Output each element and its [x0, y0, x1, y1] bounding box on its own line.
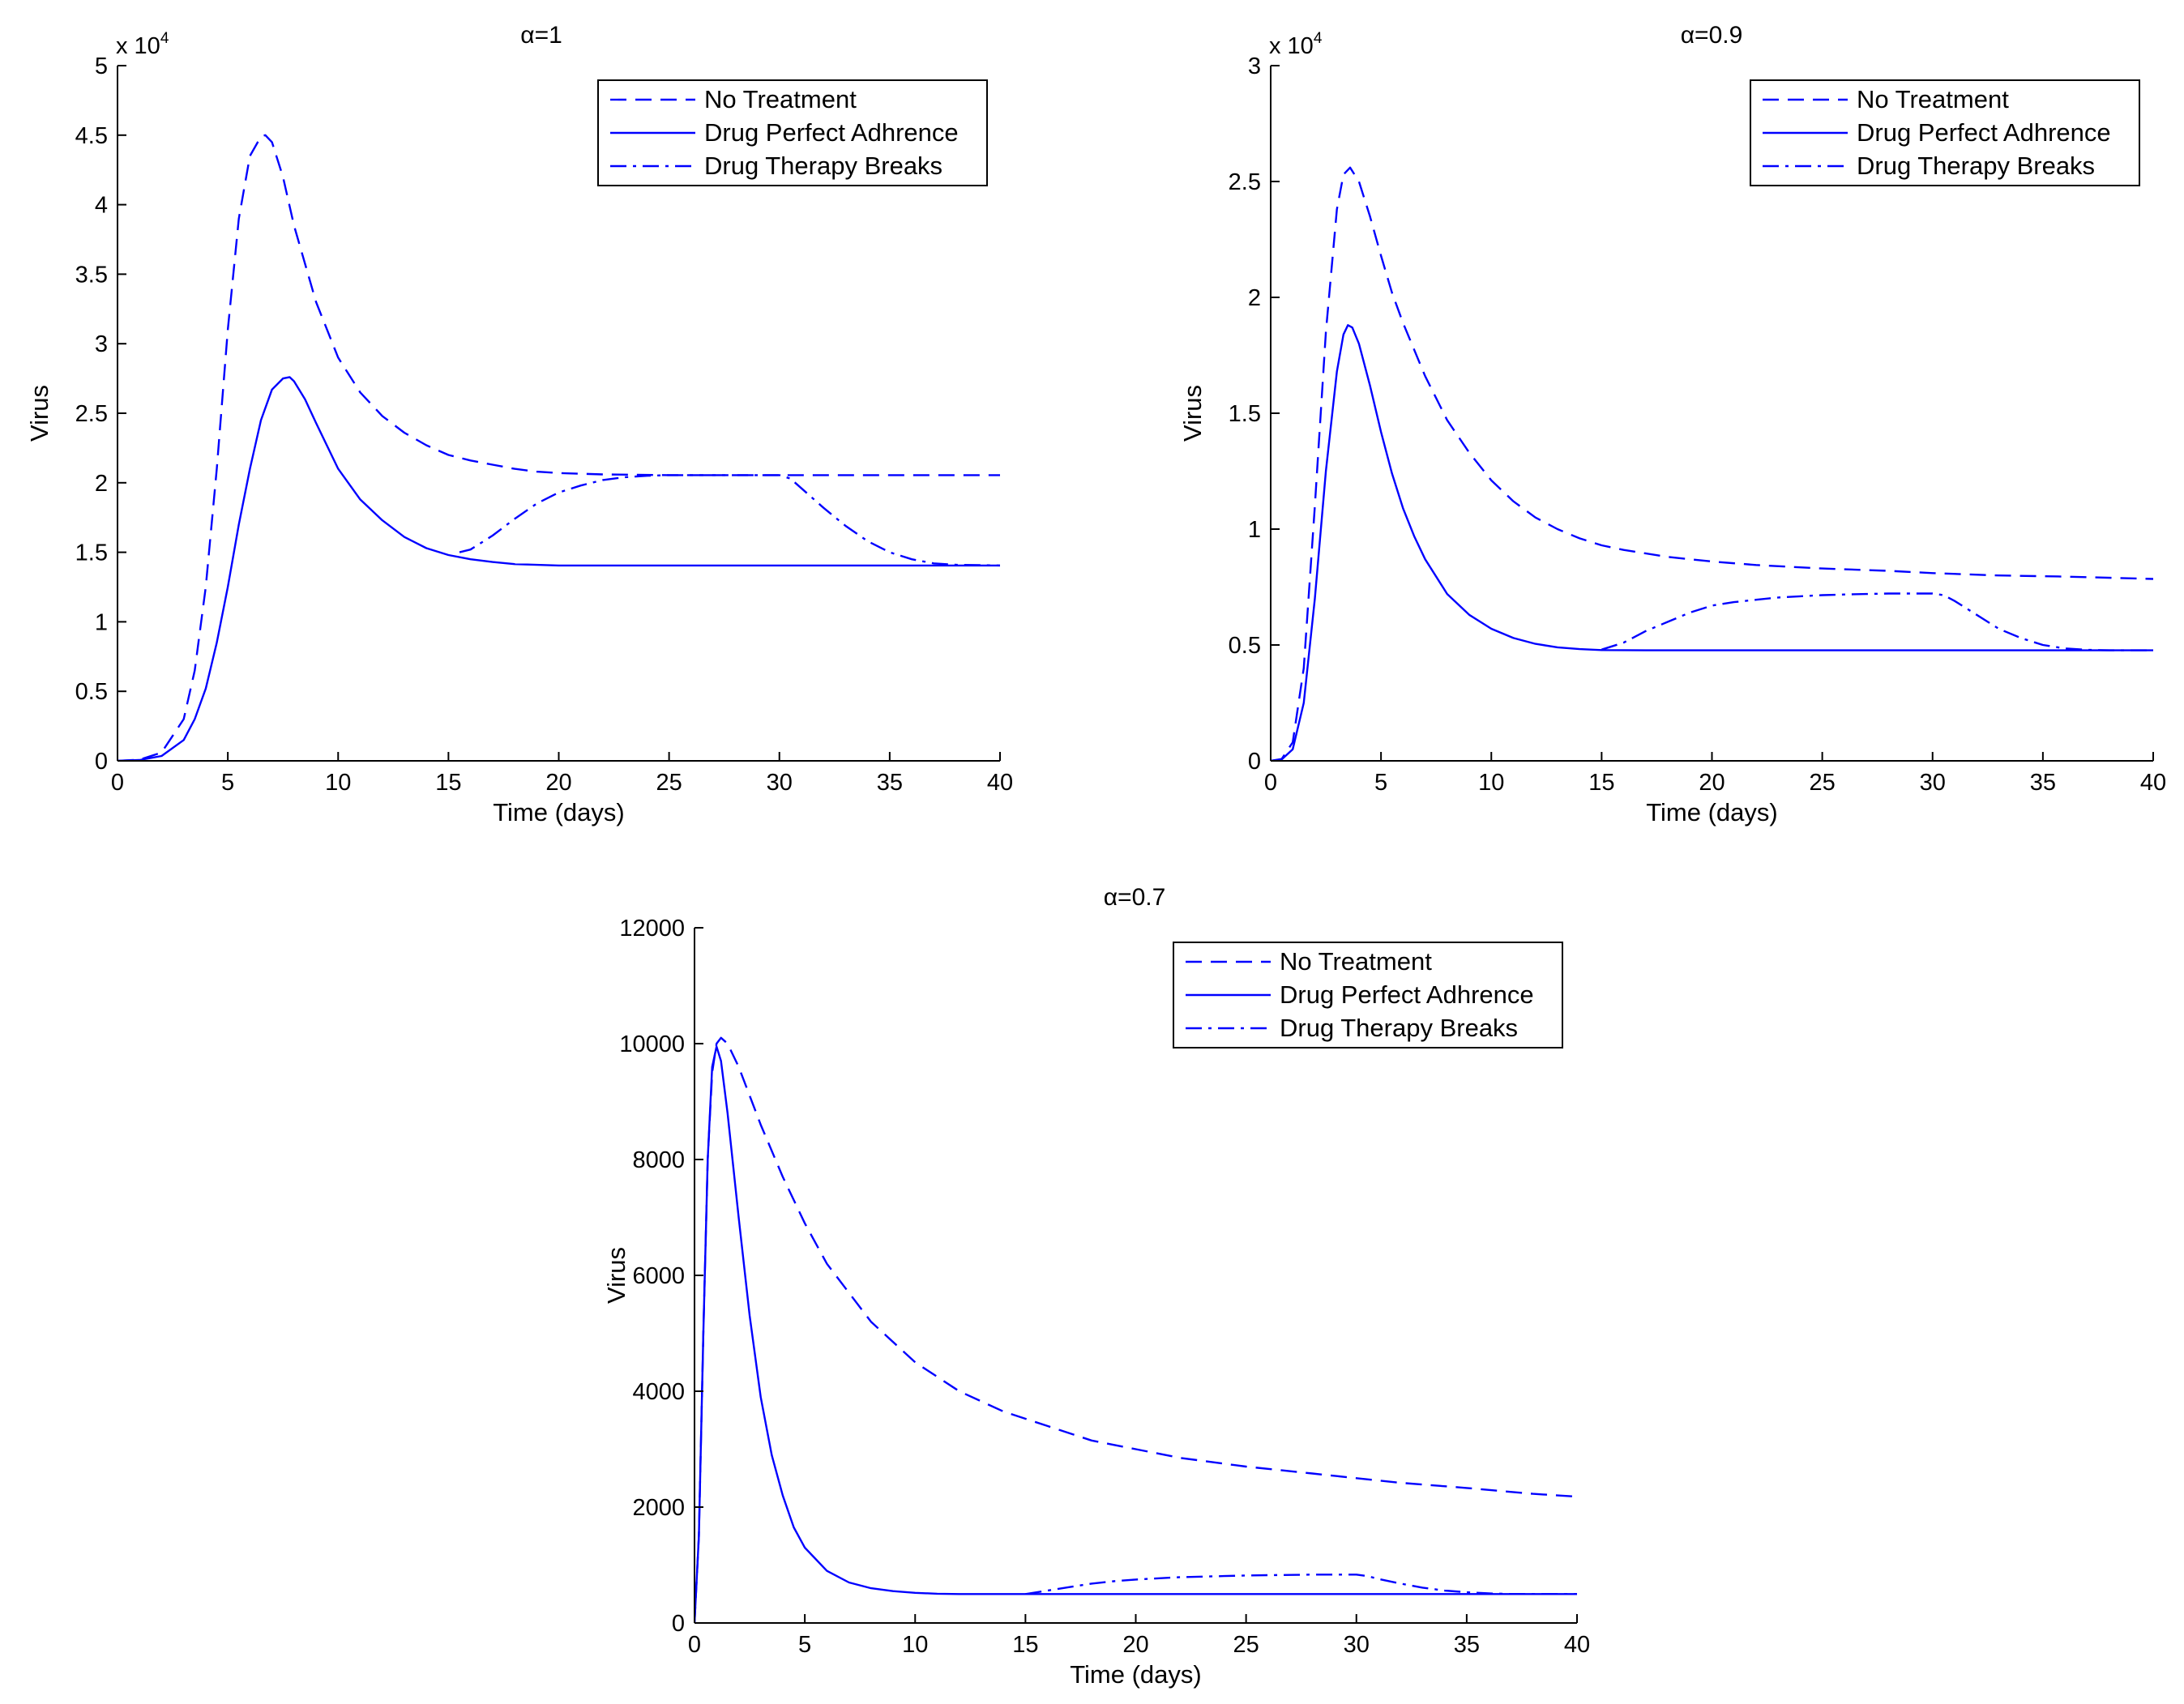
series-line-1: [118, 376, 1000, 761]
x-tick-label: 15: [435, 770, 461, 796]
y-tick-label: 2.5: [1229, 169, 1261, 195]
x-tick-label: 20: [1122, 1632, 1148, 1658]
x-tick-label: 15: [1012, 1632, 1038, 1658]
y-tick-label: 12000: [619, 916, 685, 942]
chart-title: α=1: [520, 22, 562, 49]
series-line-0: [118, 134, 1000, 761]
y-tick-label: 2: [1248, 285, 1261, 311]
y-tick-label: 0: [672, 1611, 685, 1637]
y-tick-label: 2000: [632, 1495, 685, 1521]
legend-label-0: No Treatment: [704, 85, 857, 113]
chart-alpha-1: 0 5 10 15 20 25 30 35 40 0 0.5 1 1.5 2 2.5 3 3.5 4 4.5 5 x 1…: [25, 22, 1013, 826]
y-tick-label: 2.5: [75, 401, 108, 427]
x-tick-label: 40: [987, 770, 1013, 796]
chart-title: α=0.7: [1104, 884, 1166, 911]
x-axis-label: Time (days): [493, 798, 624, 826]
y-tick-label: 8000: [632, 1147, 685, 1173]
chart-alpha-0.7: 0 5 10 15 20 25 30 35 40 0 2000 4000 6000 8000 10000 12…: [602, 884, 1590, 1689]
legend-label-0: No Treatment: [1857, 85, 2009, 113]
y-tick-label: 4: [95, 193, 108, 219]
x-axis-label: Time (days): [1070, 1660, 1201, 1689]
y-tick-label: 3: [95, 331, 108, 357]
legend-label-1: Drug Perfect Adhrence: [704, 118, 959, 147]
legend-label-2: Drug Therapy Breaks: [1280, 1014, 1518, 1042]
series-line-1: [695, 1045, 1577, 1623]
x-tick-label: 5: [798, 1632, 811, 1658]
legend-label-2: Drug Therapy Breaks: [1857, 152, 2095, 180]
y-tick-label: 3.5: [75, 262, 108, 288]
x-tick-label: 10: [1478, 770, 1504, 796]
y-axis-label: Virus: [602, 1247, 630, 1304]
x-tick-label: 35: [877, 770, 903, 796]
x-tick-label: 30: [1920, 770, 1946, 796]
legend: No Treatment Drug Perfect Adhrence Drug Th…: [1173, 942, 1563, 1048]
y-tick-label: 10000: [619, 1031, 685, 1057]
chart-alpha-0.9: 0 5 10 15 20 25 30 35 40 0 0.5 1 1.5 2 2.5 3 x 104 Time (…: [1178, 22, 2166, 826]
series-line-2: [1601, 592, 2153, 651]
x-axis-label: Time (days): [1646, 798, 1777, 826]
x-tick-label: 25: [1809, 770, 1835, 796]
legend-label-2: Drug Therapy Breaks: [704, 152, 942, 180]
x-tick-label: 40: [1564, 1632, 1590, 1658]
y-tick-label: 4.5: [75, 123, 108, 149]
x-tick-label: 40: [2140, 770, 2166, 796]
x-tick-label: 20: [1699, 770, 1725, 796]
chart-title: α=0.9: [1681, 22, 1743, 49]
y-tick-label: 3: [1248, 53, 1261, 79]
y-tick-label: 4000: [632, 1379, 685, 1405]
y-tick-label: 0.5: [75, 679, 108, 705]
x-tick-label: 25: [1233, 1632, 1259, 1658]
series-line-0: [695, 1036, 1577, 1623]
y-tick-label: 1: [95, 609, 108, 635]
legend: No Treatment Drug Perfect Adhrence Drug Th…: [1750, 79, 2140, 186]
x-tick-label: 15: [1588, 770, 1614, 796]
x-tick-label: 35: [1454, 1632, 1480, 1658]
x-tick-label: 5: [1374, 770, 1387, 796]
y-tick-label: 0: [1248, 749, 1261, 775]
series-line-0: [1271, 166, 2153, 761]
y-tick-label: 0: [95, 749, 108, 775]
x-tick-label: 30: [767, 770, 793, 796]
legend-label-1: Drug Perfect Adhrence: [1857, 118, 2111, 147]
series-line-1: [1271, 324, 2153, 761]
x-tick-label: 35: [2030, 770, 2056, 796]
y-axis-multiplier: x 104: [116, 30, 169, 59]
y-tick-label: 6000: [632, 1263, 685, 1289]
x-tick-label: 0: [688, 1632, 701, 1658]
x-tick-label: 20: [545, 770, 571, 796]
y-axis-label: Virus: [25, 385, 53, 442]
series-line-2: [1025, 1574, 1577, 1595]
legend-label-0: No Treatment: [1280, 947, 1432, 976]
x-tick-label: 0: [111, 770, 124, 796]
series-line-2: [459, 474, 1000, 567]
x-tick-label: 5: [221, 770, 234, 796]
legend-label-1: Drug Perfect Adhrence: [1280, 980, 1534, 1009]
x-tick-label: 10: [325, 770, 351, 796]
y-axis-multiplier: x 104: [1269, 30, 1323, 59]
y-tick-label: 0.5: [1229, 633, 1261, 659]
x-tick-label: 30: [1344, 1632, 1370, 1658]
y-tick-label: 1: [1248, 517, 1261, 543]
y-tick-label: 1.5: [1229, 401, 1261, 427]
y-tick-label: 2: [95, 471, 108, 497]
x-tick-label: 25: [656, 770, 682, 796]
x-tick-label: 10: [902, 1632, 928, 1658]
y-tick-label: 5: [95, 53, 108, 79]
y-axis-label: Virus: [1178, 385, 1207, 442]
legend: No Treatment Drug Perfect Adhrence Drug Th…: [597, 79, 988, 186]
x-tick-label: 0: [1264, 770, 1277, 796]
y-tick-label: 1.5: [75, 540, 108, 566]
